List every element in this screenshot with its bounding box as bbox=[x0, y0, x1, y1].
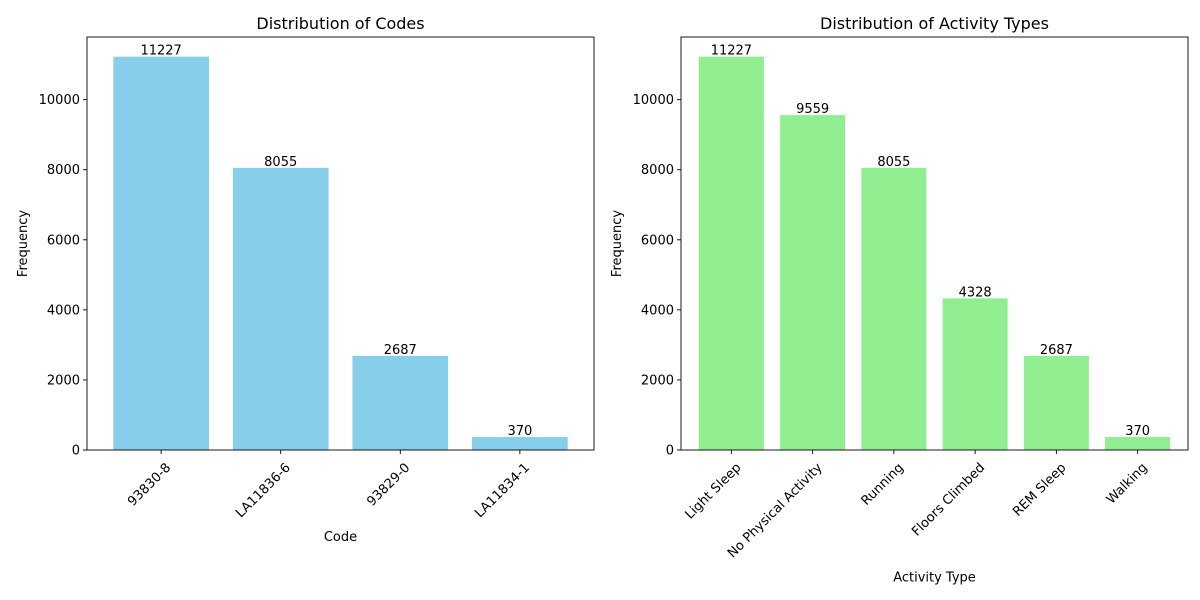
bar-value-label: 9559 bbox=[796, 102, 829, 117]
bar-1-2 bbox=[861, 167, 927, 450]
y-tick-label: 4000 bbox=[641, 303, 674, 318]
axes-frame bbox=[680, 36, 1189, 451]
bar-value-label: 2687 bbox=[384, 343, 417, 358]
bar-0-1 bbox=[232, 167, 329, 450]
chart-title: Distribution of Activity Types bbox=[820, 14, 1049, 33]
x-tick-label: REM Sleep bbox=[1010, 460, 1069, 519]
x-tick-label: Floors Climbed bbox=[909, 460, 988, 539]
y-tick-label: 6000 bbox=[641, 233, 674, 248]
y-tick-label: 10000 bbox=[633, 93, 674, 108]
bar-value-label: 11227 bbox=[140, 44, 181, 59]
bar-0-0 bbox=[113, 56, 209, 450]
y-tick-label: 2000 bbox=[641, 373, 674, 388]
codes-chart: 11227 8055 2687 370 0 2000 4000 6000 8000 10000 93… bbox=[16, 14, 595, 545]
bar-value-label: 2687 bbox=[1040, 343, 1073, 358]
chart-title: Distribution of Codes bbox=[256, 14, 424, 33]
x-axis-label: Code bbox=[324, 530, 357, 545]
y-tick-label: 10000 bbox=[39, 93, 80, 108]
y-tick-label: 8000 bbox=[641, 163, 674, 178]
x-tick-label: LA11836-6 bbox=[233, 460, 294, 521]
x-tick-label: LA11834-1 bbox=[472, 460, 533, 521]
bar-1-0 bbox=[698, 56, 764, 450]
y-tick-label: 2000 bbox=[47, 373, 80, 388]
bar-value-label: 4328 bbox=[959, 285, 992, 300]
bar-0-3 bbox=[472, 437, 568, 450]
x-tick-label: Light Sleep bbox=[682, 460, 744, 522]
bar-1-1 bbox=[780, 115, 846, 450]
y-axis-label: Frequency bbox=[16, 210, 31, 277]
bar-value-label: 8055 bbox=[264, 155, 297, 170]
y-axis-label: Frequency bbox=[610, 210, 625, 277]
y-tick-label: 8000 bbox=[47, 163, 80, 178]
bar-1-5 bbox=[1105, 437, 1171, 450]
x-axis-label: Activity Type bbox=[893, 570, 976, 585]
bar-value-label: 370 bbox=[1125, 424, 1150, 439]
y-tick-label: 0 bbox=[666, 444, 674, 459]
x-tick-label: 93829-0 bbox=[364, 460, 413, 509]
axes-frame bbox=[86, 36, 595, 451]
x-tick-label: Walking bbox=[1104, 460, 1151, 507]
activity-types-chart: 11227 9559 8055 4328 2687 370 0 2000 4000 6000 800… bbox=[610, 14, 1189, 585]
x-tick-label: Running bbox=[859, 460, 907, 508]
bar-value-label: 370 bbox=[507, 424, 532, 439]
x-tick-label: 93830-8 bbox=[125, 460, 174, 509]
bar-value-label: 8055 bbox=[877, 155, 910, 170]
bar-value-label: 11227 bbox=[711, 44, 752, 59]
y-tick-label: 4000 bbox=[47, 303, 80, 318]
bar-1-4 bbox=[1023, 355, 1089, 450]
bar-1-3 bbox=[942, 298, 1008, 450]
y-tick-label: 6000 bbox=[47, 233, 80, 248]
bar-0-2 bbox=[352, 355, 449, 450]
y-tick-label: 0 bbox=[72, 444, 80, 459]
